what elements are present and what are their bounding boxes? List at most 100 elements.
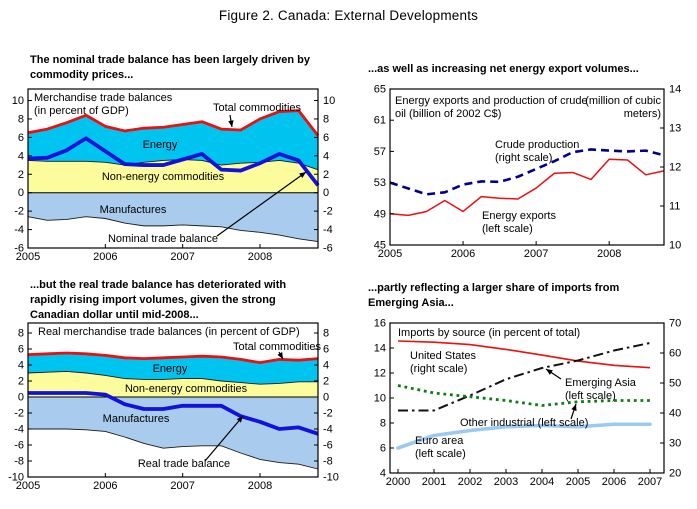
svg-text:Euro area(left scale): Euro area (left scale) xyxy=(415,435,466,460)
svg-text:2005: 2005 xyxy=(378,248,402,260)
heading-nominal-trade-balance: The nominal trade balance has been large… xyxy=(30,54,310,81)
svg-text:United States(right scale): United States (right scale) xyxy=(410,350,477,375)
svg-text:-6: -6 xyxy=(323,440,333,452)
svg-text:45: 45 xyxy=(374,240,386,252)
svg-text:2005: 2005 xyxy=(16,480,40,492)
svg-text:2008: 2008 xyxy=(248,480,272,492)
svg-text:8: 8 xyxy=(18,113,24,125)
svg-text:6: 6 xyxy=(18,132,24,144)
svg-text:-2: -2 xyxy=(14,206,24,218)
svg-text:2005: 2005 xyxy=(16,251,40,262)
svg-text:8: 8 xyxy=(323,113,329,125)
heading-energy-exports: ...as well as increasing net energy expo… xyxy=(368,63,639,75)
svg-text:2: 2 xyxy=(18,376,24,388)
svg-text:4: 4 xyxy=(18,150,24,162)
svg-text:6: 6 xyxy=(323,344,329,356)
svg-text:11: 11 xyxy=(669,201,680,213)
svg-text:4: 4 xyxy=(380,468,386,480)
svg-text:-8: -8 xyxy=(14,456,24,468)
svg-text:50: 50 xyxy=(669,378,681,390)
svg-text:-6: -6 xyxy=(14,243,24,255)
svg-text:14: 14 xyxy=(374,343,386,355)
svg-text:-8: -8 xyxy=(323,456,333,468)
svg-text:0: 0 xyxy=(323,392,329,404)
svg-text:8: 8 xyxy=(18,328,24,340)
svg-text:20: 20 xyxy=(669,468,681,480)
svg-text:2002: 2002 xyxy=(458,476,482,488)
svg-text:13: 13 xyxy=(669,123,681,135)
svg-text:2007: 2007 xyxy=(170,251,194,262)
svg-text:14: 14 xyxy=(669,84,681,96)
svg-text:65: 65 xyxy=(374,84,386,96)
svg-text:2006: 2006 xyxy=(93,251,117,262)
svg-text:2000: 2000 xyxy=(386,476,410,488)
svg-text:30: 30 xyxy=(669,438,681,450)
svg-text:8: 8 xyxy=(380,418,386,430)
svg-text:2: 2 xyxy=(18,169,24,181)
svg-text:Other industrial (left scale): Other industrial (left scale) xyxy=(460,417,588,429)
svg-text:Crude production(right scale): Crude production (right scale) xyxy=(495,139,579,164)
svg-text:-10: -10 xyxy=(323,472,339,484)
svg-text:61: 61 xyxy=(374,115,386,127)
svg-text:Emerging Asia(left scale): Emerging Asia (left scale) xyxy=(565,377,637,402)
svg-text:Total commodities: Total commodities xyxy=(213,102,302,114)
svg-text:10: 10 xyxy=(323,95,335,107)
svg-text:10: 10 xyxy=(374,393,386,405)
svg-text:-4: -4 xyxy=(14,224,24,236)
svg-text:6: 6 xyxy=(380,443,386,455)
svg-text:4: 4 xyxy=(323,150,329,162)
svg-text:Manufactures: Manufactures xyxy=(103,413,170,425)
svg-text:Total commodities: Total commodities xyxy=(233,341,322,353)
svg-text:Real trade balance: Real trade balance xyxy=(138,458,230,470)
svg-text:-4: -4 xyxy=(323,424,333,436)
svg-text:-6: -6 xyxy=(14,440,24,452)
svg-text:8: 8 xyxy=(323,328,329,340)
svg-text:2: 2 xyxy=(323,376,329,388)
svg-text:2007: 2007 xyxy=(638,476,662,488)
svg-text:Merchandise trade balances(in: Merchandise trade balances (in percent of… xyxy=(34,92,173,117)
svg-text:Non-energy commodities: Non-energy commodities xyxy=(125,383,248,395)
svg-text:Imports by source (in percent: Imports by source (in percent of total) xyxy=(398,327,580,339)
svg-text:57: 57 xyxy=(374,146,386,158)
svg-text:40: 40 xyxy=(669,408,681,420)
svg-text:Nominal trade balance: Nominal trade balance xyxy=(108,233,218,245)
svg-text:2008: 2008 xyxy=(248,251,272,262)
svg-text:2007: 2007 xyxy=(524,248,548,260)
svg-text:10: 10 xyxy=(12,95,24,107)
svg-text:Energy exports and production: Energy exports and production of crude oi… xyxy=(395,95,588,120)
svg-text:Energy: Energy xyxy=(143,139,178,151)
svg-text:-6: -6 xyxy=(323,243,333,255)
svg-text:12: 12 xyxy=(374,368,386,380)
svg-text:6: 6 xyxy=(18,344,24,356)
svg-text:4: 4 xyxy=(323,360,329,372)
svg-text:2006: 2006 xyxy=(602,476,626,488)
svg-text:49: 49 xyxy=(374,208,386,220)
svg-text:2004: 2004 xyxy=(530,476,554,488)
svg-text:-4: -4 xyxy=(323,224,333,236)
svg-text:-2: -2 xyxy=(323,206,333,218)
svg-text:2008: 2008 xyxy=(597,248,621,260)
svg-text:60: 60 xyxy=(669,348,681,360)
svg-text:2003: 2003 xyxy=(494,476,518,488)
svg-text:4: 4 xyxy=(18,360,24,372)
svg-text:-2: -2 xyxy=(323,408,333,420)
svg-text:2001: 2001 xyxy=(422,476,446,488)
svg-text:0: 0 xyxy=(18,187,24,199)
svg-text:Energy: Energy xyxy=(153,363,188,375)
svg-text:6: 6 xyxy=(323,132,329,144)
svg-text:0: 0 xyxy=(18,392,24,404)
chart-energy-exports-crude-production: 65 61 57 53 49 45 14 13 12 11 10 2005 2006 2007 2008 En… xyxy=(374,84,682,260)
svg-text:-4: -4 xyxy=(14,424,24,436)
heading-imports-by-source: ...partly reflecting a larger share of i… xyxy=(368,282,620,309)
svg-text:0: 0 xyxy=(323,187,329,199)
svg-text:2: 2 xyxy=(323,169,329,181)
chart-imports-by-source: 16 14 12 10 8 6 4 70 60 50 40 30 20 2000 2001 2002 2003 2… xyxy=(374,318,682,488)
svg-text:-10: -10 xyxy=(8,472,24,484)
svg-text:Non-energy commodities: Non-energy commodities xyxy=(102,171,225,183)
svg-text:Energy exports(left scale): Energy exports (left scale) xyxy=(482,210,556,235)
figure-title: Figure 2. Canada: External Developments xyxy=(218,8,479,23)
